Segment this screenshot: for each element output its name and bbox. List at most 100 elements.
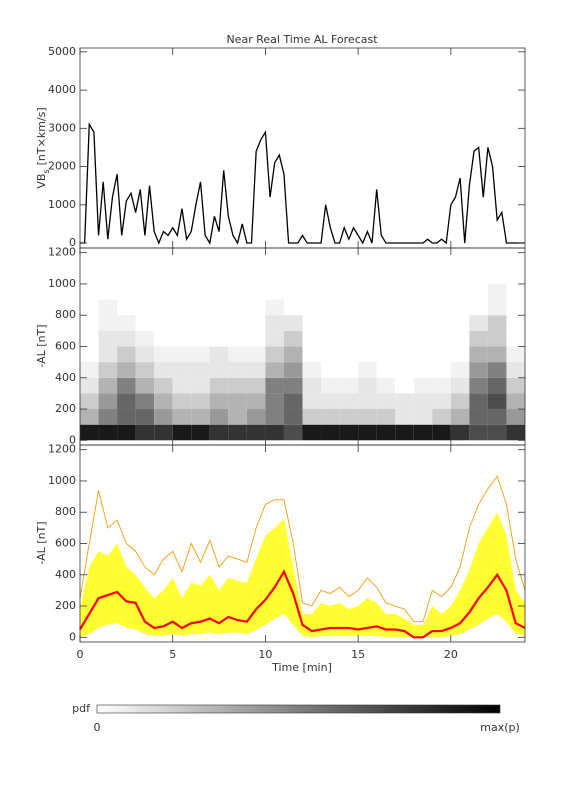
heat-cell	[413, 393, 433, 410]
heat-cell	[172, 409, 192, 425]
heat-cell	[376, 315, 396, 331]
heat-cell	[413, 299, 433, 316]
heat-cell	[209, 346, 229, 363]
heat-cell	[302, 424, 322, 441]
y-tick-label: 1000	[48, 277, 76, 290]
heat-cell	[339, 424, 359, 441]
heat-cell	[469, 283, 488, 300]
heat-cell	[358, 393, 377, 410]
heat-cell	[469, 346, 488, 363]
heat-cell	[506, 315, 525, 331]
heat-cell	[302, 315, 322, 331]
y-tick-label: 0	[69, 630, 76, 643]
heat-cell	[228, 409, 247, 425]
heat-cell	[265, 409, 284, 425]
heat-cell	[135, 283, 155, 300]
heat-cell	[339, 346, 359, 363]
heat-cell	[321, 346, 340, 363]
heat-cell	[506, 299, 525, 316]
heat-cell	[117, 330, 136, 347]
heat-cell	[209, 299, 229, 316]
heat-cell	[172, 377, 192, 394]
y-axis-label: -AL [nT]	[35, 324, 48, 367]
heat-cell	[98, 299, 118, 316]
y-tick-label: 1200	[48, 246, 76, 259]
heat-cell	[302, 283, 322, 300]
heat-cell	[302, 362, 322, 378]
heat-cell	[376, 377, 396, 394]
heat-cell	[321, 409, 340, 425]
heat-cell	[450, 283, 470, 300]
heat-cell	[80, 330, 99, 347]
y-label-main: VB	[35, 174, 48, 189]
heat-cell	[228, 330, 247, 347]
heat-cell	[228, 299, 247, 316]
heat-cell	[135, 362, 155, 378]
heat-cell	[209, 315, 229, 331]
y-tick-label: 400	[55, 371, 76, 384]
forecast-line	[79, 475, 526, 623]
heat-cell	[506, 330, 525, 347]
heat-cell	[172, 424, 192, 441]
y-tick-label: 5000	[48, 45, 76, 58]
heat-cell	[487, 409, 507, 425]
x-tick-label: 0	[77, 648, 84, 661]
x-tick-label: 20	[444, 648, 458, 661]
heat-cell	[228, 362, 247, 378]
band-area	[80, 512, 525, 638]
heat-cell	[339, 283, 359, 300]
y-tick-label: 800	[55, 308, 76, 321]
heat-cell	[283, 424, 303, 441]
heat-cell	[117, 299, 136, 316]
heat-cell	[228, 393, 247, 410]
heat-cell	[339, 315, 359, 331]
heat-cell	[432, 362, 451, 378]
heat-cell	[358, 362, 377, 378]
heat-cell	[228, 424, 247, 441]
heat-cell	[413, 283, 433, 300]
heat-cell	[172, 299, 192, 316]
heat-cell	[432, 299, 451, 316]
heat-cell	[265, 315, 284, 331]
heat-cell	[135, 299, 155, 316]
heat-cell	[395, 346, 414, 363]
heat-cell	[358, 330, 377, 347]
heat-cell	[376, 299, 396, 316]
heat-cell	[413, 315, 433, 331]
heat-cell	[469, 330, 488, 347]
heat-cell	[506, 283, 525, 300]
y-tick-label: 4000	[48, 83, 76, 96]
heat-cell	[395, 315, 414, 331]
heat-cell	[376, 362, 396, 378]
heat-cell	[191, 377, 210, 394]
heat-cell	[283, 346, 303, 363]
heat-cell	[117, 315, 136, 331]
heat-cell	[321, 362, 340, 378]
heat-cell	[395, 330, 414, 347]
y-axis-label: -AL [nT]	[35, 521, 48, 564]
heat-cell	[395, 299, 414, 316]
heat-cell	[450, 424, 470, 441]
heat-cell	[246, 346, 266, 363]
heat-cell	[246, 424, 266, 441]
heat-cell	[117, 393, 136, 410]
heat-cell	[487, 283, 507, 300]
data-line	[80, 122, 525, 245]
heat-cell	[469, 393, 488, 410]
heat-cell	[413, 377, 433, 394]
heat-cell	[191, 299, 210, 316]
heat-cell	[358, 283, 377, 300]
heat-cell	[413, 330, 433, 347]
heat-cell	[487, 330, 507, 347]
heat-cell	[358, 377, 377, 394]
heat-cell	[487, 299, 507, 316]
heat-cell	[246, 299, 266, 316]
heat-cell	[98, 409, 118, 425]
heat-cell	[450, 330, 470, 347]
heat-cell	[191, 362, 210, 378]
colorbar	[96, 704, 501, 714]
heat-cell	[135, 330, 155, 347]
heat-cell	[154, 315, 173, 331]
heat-cell	[209, 424, 229, 441]
